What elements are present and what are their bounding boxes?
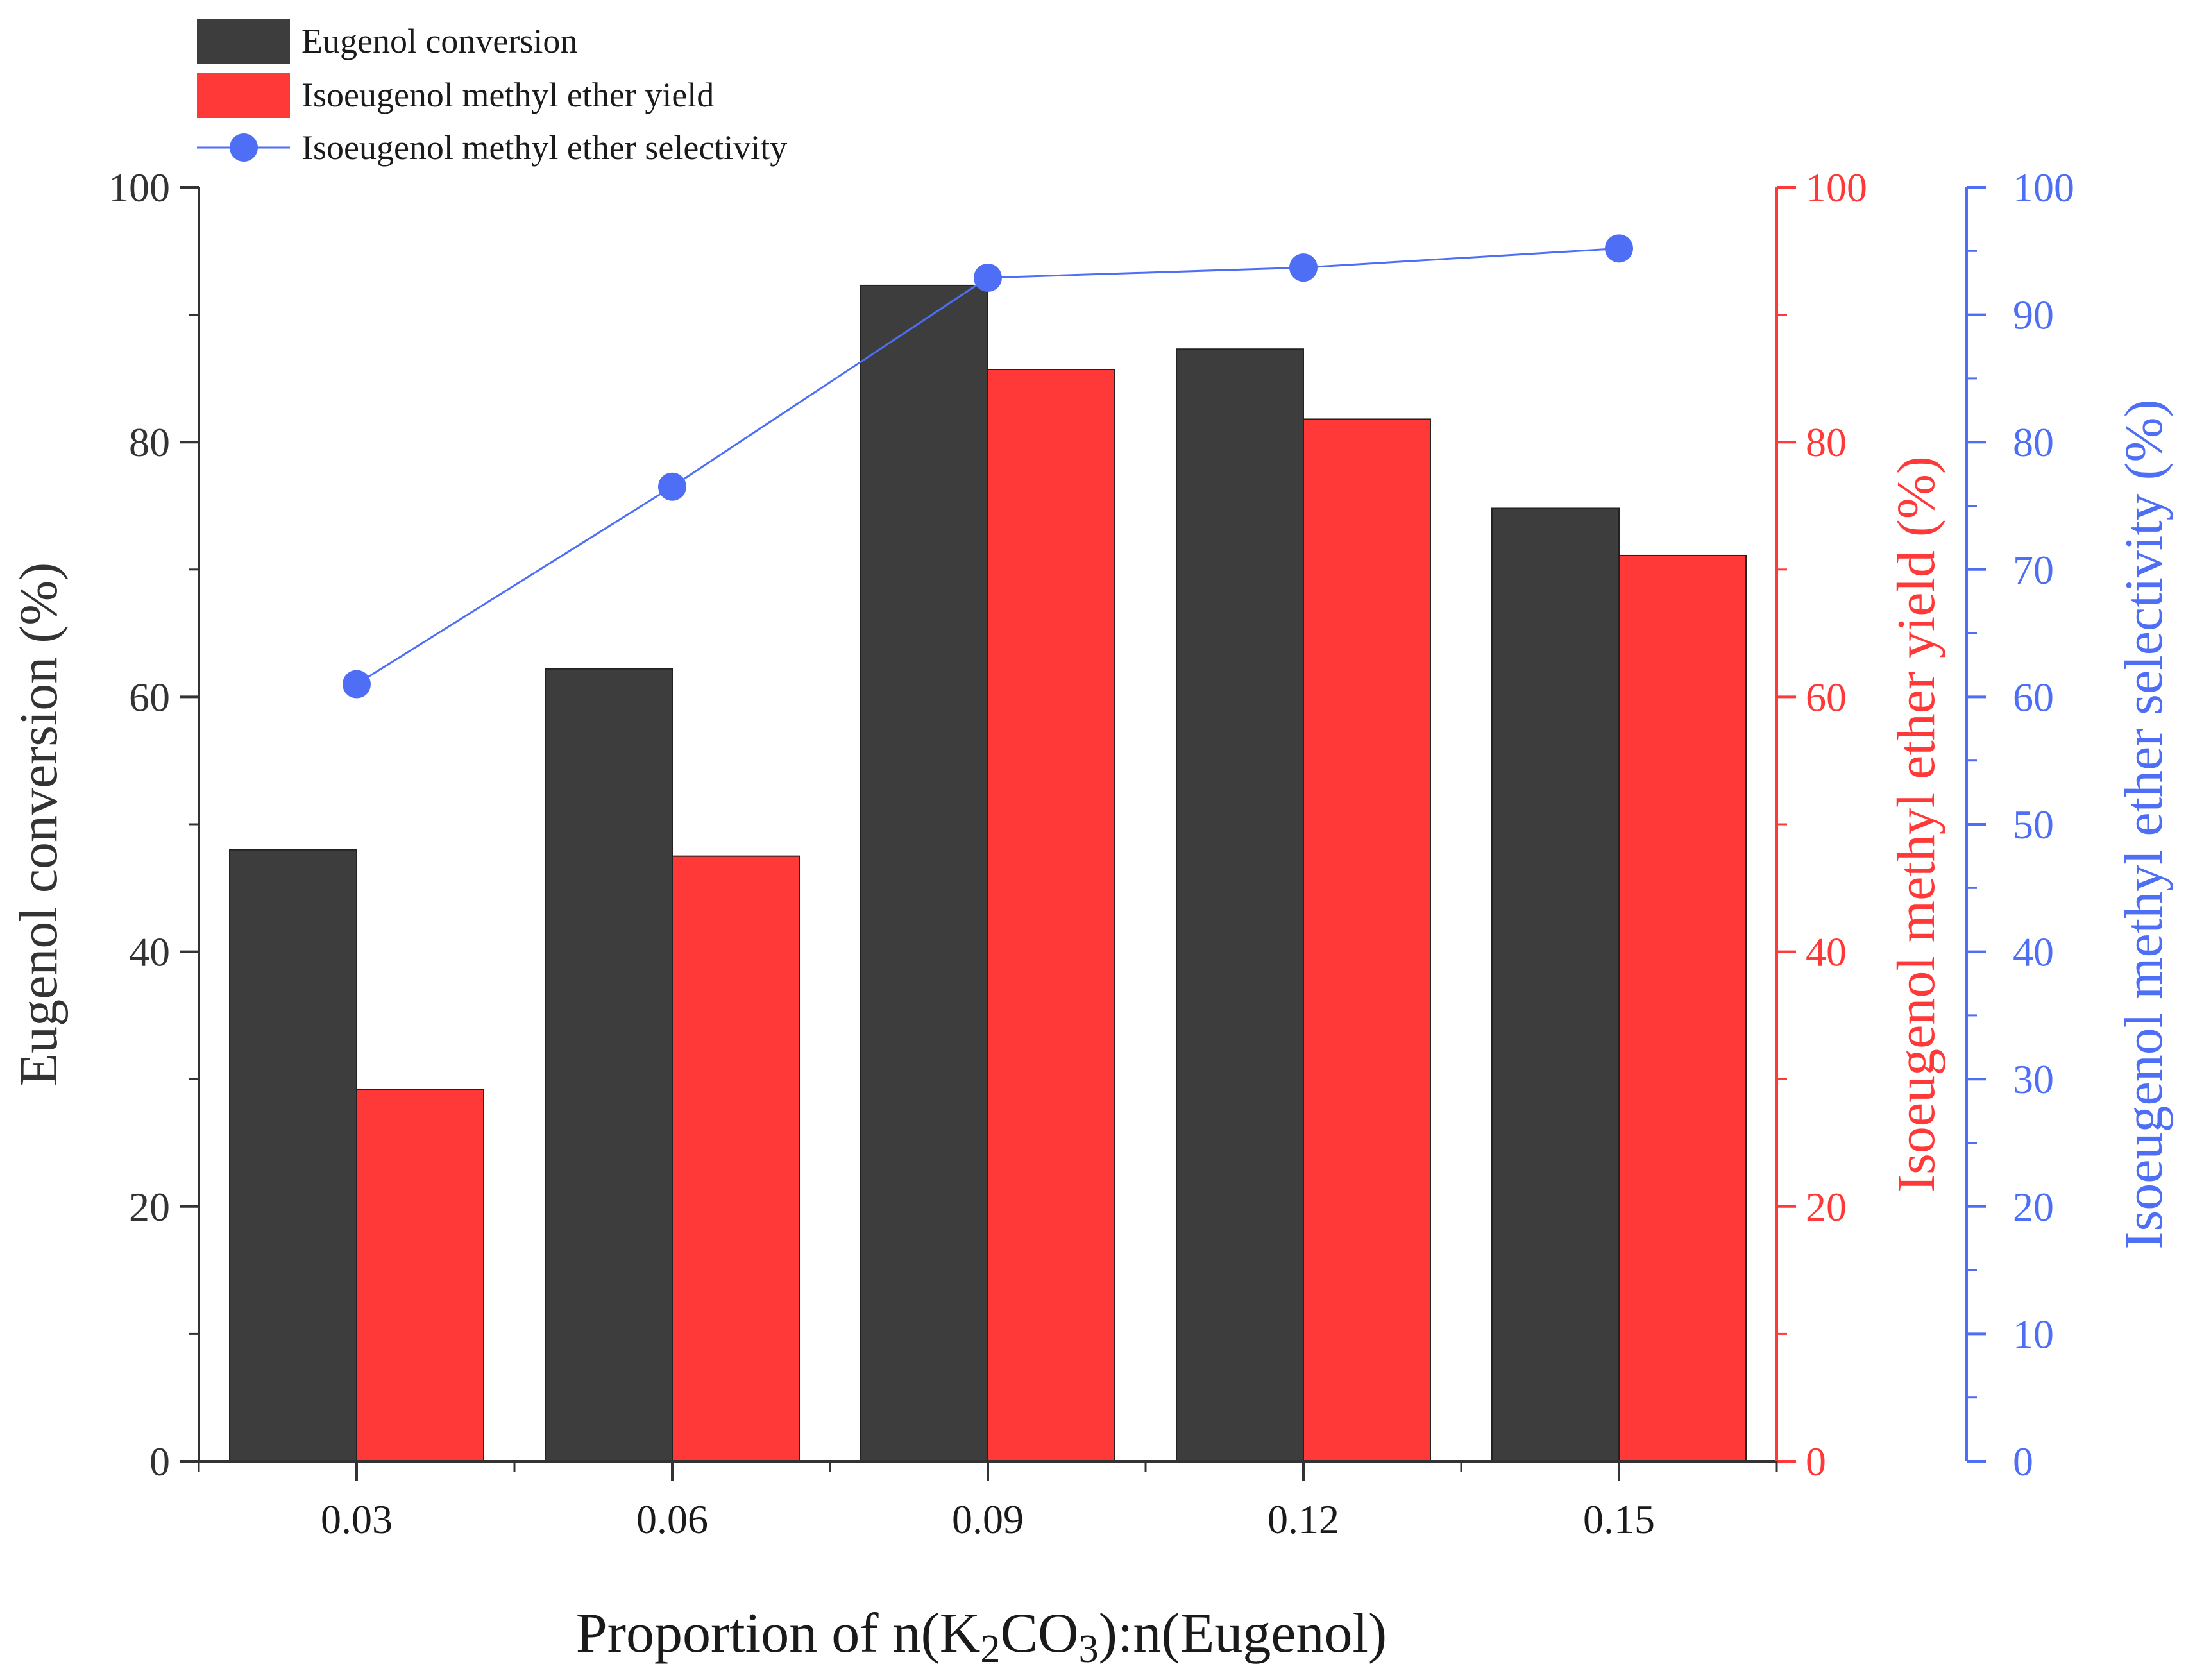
legend-swatch-yield (197, 73, 290, 118)
bars-conversion (229, 284, 1620, 1462)
bar-conversion-0.15 (1491, 507, 1620, 1462)
bars-yield (356, 368, 1747, 1462)
axes: 0 20 40 60 80 100 0 20 40 60 80 100 0 10 20 30 40 50 60 70 8… (108, 165, 2074, 1542)
selectivity-tick-label: 100 (2013, 165, 2074, 210)
bar-conversion-0.06 (545, 668, 673, 1462)
selectivity-point-0.09 (974, 264, 1002, 293)
left-tick-label: 60 (129, 674, 170, 720)
legend-swatch-conversion (197, 19, 290, 64)
x-tick-label: 0.09 (952, 1497, 1024, 1542)
yield-tick-label: 20 (1806, 1184, 1847, 1230)
bar-yield-0.03 (356, 1089, 484, 1462)
selectivity-tick-label: 0 (2013, 1439, 2033, 1484)
left-tick-label: 40 (129, 929, 170, 975)
legend-label-conversion: Eugenol conversion (301, 22, 577, 60)
bar-conversion-0.09 (860, 284, 988, 1462)
legend-marker-selectivity (230, 133, 258, 162)
yield-tick-label: 100 (1806, 165, 1867, 210)
left-tick-label: 20 (129, 1184, 170, 1230)
legend-label-selectivity: Isoeugenol methyl ether selectivity (301, 128, 787, 167)
yield-tick-label: 0 (1806, 1439, 1826, 1484)
left-tick-label: 100 (108, 165, 170, 210)
x-tick-label: 0.03 (321, 1497, 393, 1542)
left-axis-label: Eugenol conversion (%) (9, 563, 69, 1086)
x-tick-label: 0.15 (1583, 1497, 1655, 1542)
selectivity-point-0.15 (1605, 234, 1633, 263)
legend-label-yield: Isoeugenol methyl ether yield (301, 76, 714, 114)
selectivity-tick-label: 80 (2013, 420, 2054, 465)
selectivity-axis-label: Isoeugenol methyl ether selectivity (%) (2114, 400, 2174, 1250)
bar-conversion-0.12 (1176, 348, 1304, 1462)
bar-yield-0.06 (672, 855, 800, 1462)
x-tick-label: 0.06 (636, 1497, 708, 1542)
bar-conversion-0.03 (229, 849, 357, 1462)
selectivity-point-0.06 (658, 472, 686, 501)
x-tick-label: 0.12 (1267, 1497, 1339, 1542)
selectivity-tick-label: 60 (2013, 674, 2054, 720)
selectivity-tick-label: 20 (2013, 1184, 2054, 1230)
legend: Eugenol conversion Isoeugenol methyl eth… (197, 19, 787, 167)
x-axis-label: Proportion of n(K2CO3):n(Eugenol) (576, 1602, 1387, 1671)
bar-yield-0.12 (1303, 418, 1431, 1462)
selectivity-point-0.12 (1289, 253, 1318, 282)
selectivity-tick-label: 70 (2013, 547, 2054, 593)
selectivity-point-0.03 (343, 670, 371, 699)
selectivity-series (343, 234, 1633, 699)
bar-yield-0.15 (1618, 554, 1747, 1462)
yield-tick-label: 80 (1806, 420, 1847, 465)
yield-tick-label: 40 (1806, 929, 1847, 975)
selectivity-tick-label: 10 (2013, 1311, 2054, 1357)
yield-axis-label: Isoeugenol methyl ether yield (%) (1886, 456, 1946, 1192)
bar-yield-0.09 (987, 368, 1115, 1462)
left-tick-label: 0 (149, 1439, 170, 1484)
selectivity-tick-label: 90 (2013, 293, 2054, 338)
yield-tick-label: 60 (1806, 674, 1847, 720)
selectivity-tick-label: 30 (2013, 1056, 2054, 1102)
selectivity-tick-label: 40 (2013, 929, 2054, 975)
selectivity-tick-label: 50 (2013, 802, 2054, 847)
left-tick-label: 80 (129, 420, 170, 465)
